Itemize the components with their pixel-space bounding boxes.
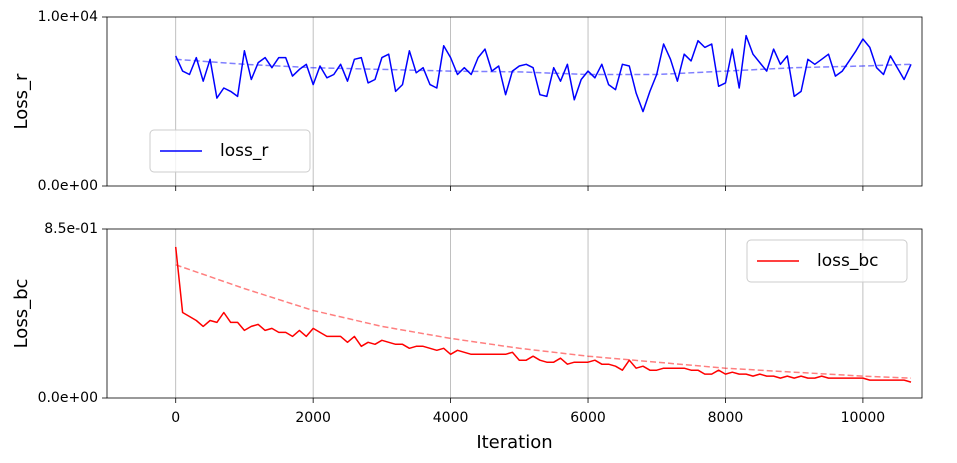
axes-frame: [106, 228, 923, 399]
trend-line: [175, 58, 912, 76]
x-tick-label: 10000: [841, 410, 886, 426]
legend: loss_r: [149, 129, 311, 173]
y-axis-label: Loss_bc: [11, 279, 32, 349]
x-tick-label: 6000: [570, 410, 606, 426]
x-axis-label: Iteration: [476, 432, 552, 453]
legend-box: [746, 239, 908, 283]
y-tick-label: 0.0e+00: [38, 390, 98, 406]
legend-label: loss_bc: [817, 251, 878, 271]
x-tick-label: 0: [171, 410, 180, 426]
legend-box: [149, 129, 311, 173]
legend: loss_bc: [746, 239, 908, 283]
x-tick-label: 8000: [708, 410, 744, 426]
trend-line: [175, 264, 912, 379]
axes-frame: [106, 16, 923, 187]
y-axis-label: Loss_r: [11, 73, 32, 129]
data-line: [175, 34, 912, 113]
x-tick-label: 4000: [433, 410, 469, 426]
axes: 1.0e+04 0.0e+00 Loss_r loss_r: [11, 9, 923, 194]
y-tick-label: 1.0e+04: [38, 9, 99, 25]
axes: 0 2000 4000 6000 8000 10000 8.5e-01 0.0e+00 Loss…: [11, 221, 923, 453]
y-tick-label: 8.5e-01: [44, 221, 98, 237]
legend-label: loss_r: [220, 141, 268, 161]
y-tick-label: 0.0e+00: [38, 178, 98, 194]
data-line: [174, 246, 912, 383]
x-tick-label: 2000: [295, 410, 331, 426]
